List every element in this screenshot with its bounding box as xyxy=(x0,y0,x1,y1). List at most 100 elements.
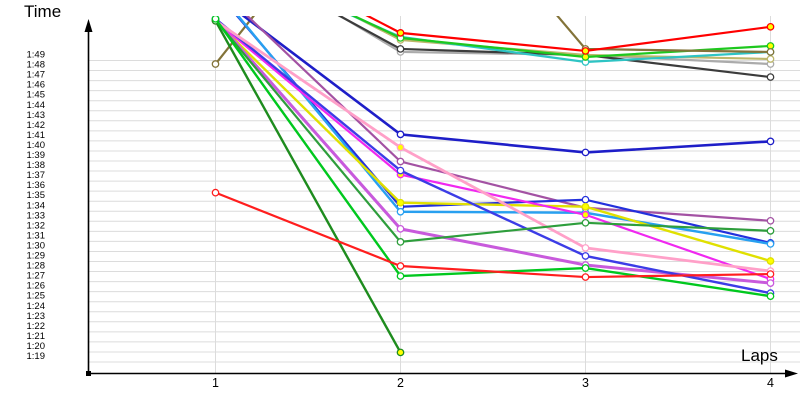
y-tick-label: 1:31 xyxy=(27,230,46,241)
lap-marker xyxy=(581,210,590,219)
lap-marker xyxy=(396,157,405,166)
lap-marker xyxy=(581,148,590,157)
lap-marker xyxy=(211,16,220,23)
series-line xyxy=(214,19,771,263)
y-tick-label: 1:23 xyxy=(27,311,46,322)
y-tick-label: 1:27 xyxy=(27,271,46,282)
series-red-top xyxy=(365,16,775,55)
series-forest-dive xyxy=(211,16,405,357)
lap-marker xyxy=(581,202,590,211)
series-line xyxy=(214,19,771,273)
lap-marker xyxy=(766,22,775,31)
y-tick-label: 1:19 xyxy=(27,351,46,362)
lap-marker xyxy=(766,240,775,248)
y-tick-label: 1:48 xyxy=(27,60,46,71)
series-pink xyxy=(211,16,775,275)
y-tick-label: 1:46 xyxy=(27,80,46,91)
y-tick-label: 1:30 xyxy=(27,240,46,251)
series-dark-gray xyxy=(337,16,775,81)
y-tick-label: 1:29 xyxy=(27,251,46,262)
y-tick-label: 1:22 xyxy=(27,321,46,332)
lap-marker xyxy=(396,238,405,246)
lap-marker xyxy=(766,137,775,146)
y-tick-label: 1:35 xyxy=(27,190,46,201)
y-tick-label: 1:42 xyxy=(27,120,46,131)
lap-marker xyxy=(581,252,590,260)
series-red-main xyxy=(211,188,775,281)
y-tick-label: 1:44 xyxy=(27,100,46,111)
lap-marker xyxy=(396,29,405,37)
x-tick-label: 4 xyxy=(767,376,774,390)
lap-marker xyxy=(766,227,775,235)
series-line xyxy=(214,19,771,244)
lap-marker xyxy=(766,73,775,81)
lap-marker xyxy=(766,292,775,301)
y-tick-label: 1:37 xyxy=(27,170,46,181)
lap-marker xyxy=(766,279,775,287)
lap-marker xyxy=(766,216,775,225)
lap-marker xyxy=(766,48,775,56)
lap-marker xyxy=(396,224,405,233)
lap-marker xyxy=(396,207,405,216)
series-group xyxy=(211,16,775,357)
x-tick-label: 1 xyxy=(212,376,219,390)
lap-marker xyxy=(396,45,405,53)
y-tick-label: 1:49 xyxy=(27,50,46,61)
lap-marker xyxy=(581,273,590,281)
y-tick-label: 1:40 xyxy=(27,140,46,151)
y-tick-label: 1:39 xyxy=(27,150,46,161)
series-line xyxy=(214,20,402,354)
lap-marker xyxy=(766,270,775,278)
series-line xyxy=(214,19,771,281)
lap-marker xyxy=(766,257,775,265)
lap-marker xyxy=(396,198,405,207)
y-tick-label: 1:36 xyxy=(27,180,46,191)
y-tick-label: 1:41 xyxy=(27,130,46,141)
lap-marker xyxy=(581,47,590,55)
series-line xyxy=(351,16,771,59)
y-tick-label: 1:25 xyxy=(27,291,46,302)
lap-marker xyxy=(396,166,405,175)
y-tick-label: 1:47 xyxy=(27,70,46,81)
x-axis-arrow-icon xyxy=(785,369,798,378)
series-line xyxy=(338,16,771,66)
lap-marker xyxy=(211,188,220,197)
y-tick-label: 1:28 xyxy=(27,261,46,272)
y-tick-label: 1:43 xyxy=(27,110,46,121)
lap-marker xyxy=(766,55,775,63)
series-line xyxy=(241,16,771,154)
y-tick-label: 1:33 xyxy=(27,210,46,221)
y-tick-label: 1:34 xyxy=(27,200,46,211)
lap-marker xyxy=(211,60,220,68)
h-gridlines: 1:491:481:471:461:451:441:431:421:411:40… xyxy=(27,50,800,363)
y-axis-arrow-icon xyxy=(84,19,93,32)
series-line xyxy=(365,16,771,53)
lap-marker xyxy=(396,262,405,270)
lap-marker xyxy=(396,348,405,357)
y-tick-label: 1:26 xyxy=(27,281,46,292)
axes xyxy=(84,19,798,378)
series-navy xyxy=(241,16,775,157)
y-axis-title: Time xyxy=(24,2,62,21)
series-line xyxy=(337,16,771,79)
x-tick-label: 2 xyxy=(397,376,404,390)
y-tick-label: 1:21 xyxy=(27,331,46,342)
y-tick-label: 1:20 xyxy=(27,341,46,352)
x-tick-label: 3 xyxy=(582,376,589,390)
y-tick-label: 1:24 xyxy=(27,301,46,312)
lap-marker xyxy=(581,218,590,227)
y-tick-label: 1:32 xyxy=(27,220,46,231)
axis-origin-marker xyxy=(86,371,91,376)
lap-marker xyxy=(396,130,405,139)
lap-marker xyxy=(581,264,590,272)
series-line xyxy=(350,16,771,64)
y-tick-label: 1:45 xyxy=(27,90,46,101)
lap-marker xyxy=(396,272,405,280)
lap-marker xyxy=(396,143,405,152)
series-line xyxy=(215,191,771,279)
lap-marker xyxy=(581,244,590,252)
y-tick-label: 1:38 xyxy=(27,160,46,171)
series-line xyxy=(245,16,771,222)
